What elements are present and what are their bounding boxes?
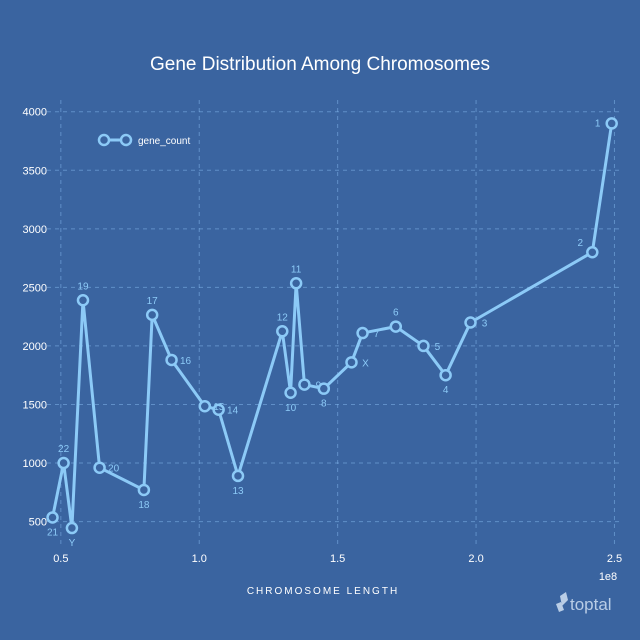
data-point [212,403,225,416]
data-point [605,117,618,130]
legend-marker-right [119,133,133,147]
data-point-label: 12 [277,312,289,323]
x-tick-label: 0.5 [53,553,68,565]
data-point-label: 13 [232,486,244,497]
data-point-label: 21 [47,527,59,538]
data-point-label: 9 [316,381,322,392]
x-tick-label: 1.0 [192,553,207,565]
data-point [137,483,151,497]
data-point-label: Y [69,538,76,549]
x-tick-label: 2.0 [468,553,483,565]
data-point-label: 18 [138,500,150,511]
data-point [284,386,297,400]
data-point [165,353,178,367]
legend: gene_count [97,133,190,147]
data-point-label: 1 [595,118,601,129]
data-point [93,461,106,474]
data-point [389,320,403,333]
data-point-label: 11 [291,264,302,275]
toptal-logo-icon [556,592,568,612]
data-point [289,277,303,290]
y-tick-label: 4000 [23,107,47,119]
y-tick-label: 1500 [23,399,47,411]
chart-title: Gene Distribution Among Chromosomes [150,54,490,75]
data-point [586,245,599,259]
x-axis-ticks: 0.5 1.0 1.5 2.0 2.5 [53,553,622,565]
data-point [65,521,79,535]
data-point [76,294,90,307]
data-point [57,456,70,470]
y-tick-label: 500 [29,517,47,529]
data-point-label: 10 [285,403,297,414]
data-point [356,326,369,340]
brand-logo: toptal [556,592,612,614]
y-tick-label: 1000 [23,458,47,470]
data-point-label: 2 [578,238,584,249]
data-point [46,511,59,524]
data-point [276,325,289,338]
x-tick-label: 1.5 [330,553,345,565]
data-point-label: 16 [180,356,192,367]
grid [47,100,620,545]
data-point [298,378,311,391]
x-tick-label: 2.5 [607,553,622,565]
data-point-label: 6 [393,308,399,319]
data-point-label: 20 [108,464,120,475]
legend-marker-left [97,133,111,147]
data-point-label: 3 [482,319,488,330]
data-point-label: 15 [213,402,225,413]
data-point-label: 22 [58,444,70,455]
series-line-gene-count [51,123,614,530]
y-tick-label: 2500 [23,282,47,294]
data-point-label: 14 [227,406,239,417]
y-axis-ticks: 500 1000 1500 2000 2500 3000 3500 4000 [23,107,47,529]
data-point-label: 4 [443,385,449,396]
data-point-label: 5 [435,342,441,353]
y-tick-label: 3000 [23,224,47,236]
data-point [198,399,212,413]
data-point [231,469,245,483]
legend-entry-gene-count: gene_count [138,136,190,147]
x-axis-label: CHROMOSOME LENGTH [247,586,399,597]
brand-name: toptal [570,595,612,614]
series-markers [46,117,618,535]
data-point [317,382,331,395]
x-axis-offset-label: 1e8 [599,571,617,583]
data-point-label: 19 [77,281,89,292]
data-point [439,368,452,382]
data-point-label: 17 [147,296,159,307]
data-point-label: 7 [374,329,380,340]
data-point-label: 8 [321,399,327,410]
data-point [145,308,159,322]
data-point [345,356,358,369]
data-point [417,339,430,353]
data-point [464,316,477,329]
y-tick-label: 3500 [23,165,47,177]
y-tick-label: 2000 [23,341,47,353]
data-point-label: X [362,358,369,369]
